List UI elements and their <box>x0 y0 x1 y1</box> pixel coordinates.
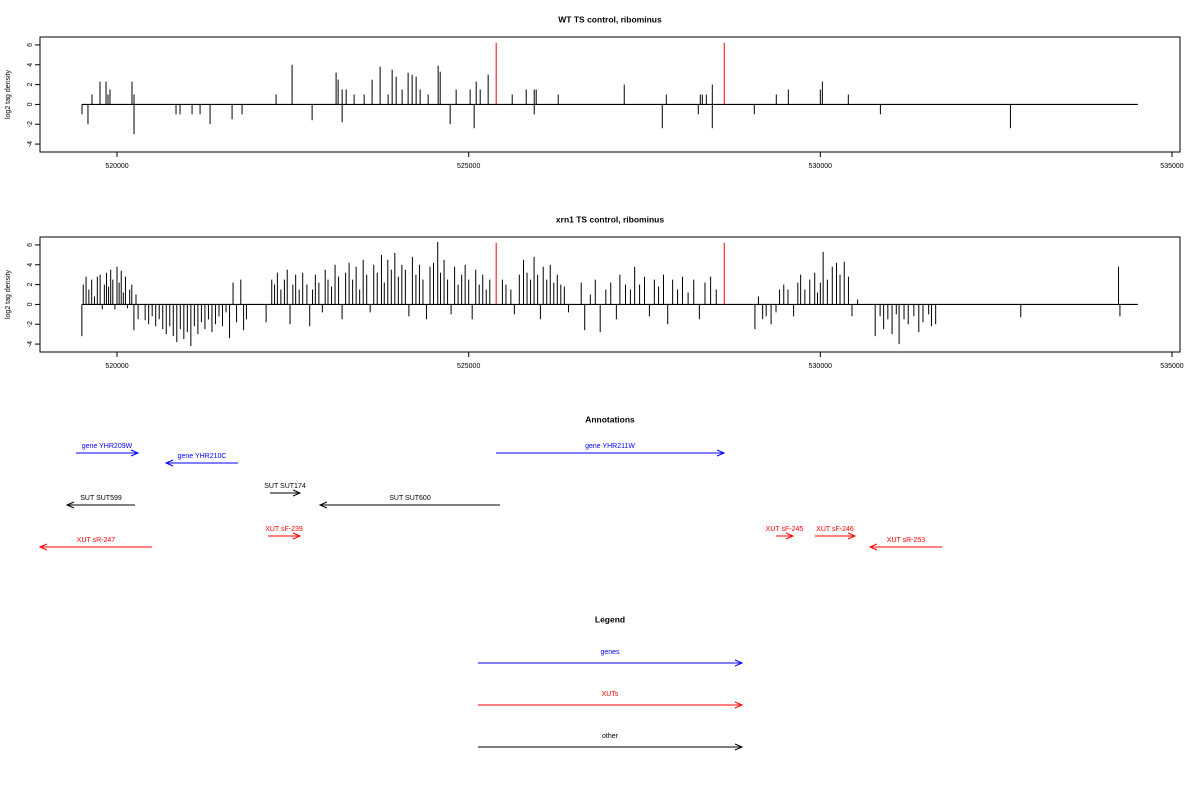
x-tick-label: 525000 <box>457 163 480 170</box>
y-tick-label: -2 <box>27 121 34 127</box>
y-tick-label: -4 <box>27 341 34 347</box>
plot-frame <box>39 36 1181 153</box>
legend-label: XUTs <box>602 691 619 698</box>
y-tick-label: -2 <box>27 321 34 327</box>
feature-arrow-head <box>716 449 726 457</box>
chart-title: WT TS control, ribominus <box>558 14 662 24</box>
feature-arrow-head <box>292 532 302 540</box>
feature-arrow-head <box>65 501 75 509</box>
chart-title: xrn1 TS control, ribominus <box>556 214 664 224</box>
feature-label: gene YHR210C <box>178 453 227 460</box>
x-tick-label: 520000 <box>105 163 128 170</box>
x-tick-label: 530000 <box>809 163 832 170</box>
y-tick-label: 4 <box>27 63 34 67</box>
feature-label: SUT SUT599 <box>80 495 122 502</box>
legend-arrow-head <box>734 743 744 751</box>
feature-arrow-head <box>785 532 795 540</box>
y-axis-label: log2 tag density <box>5 269 12 319</box>
legend-label: other <box>602 733 619 740</box>
x-tick-label: 535000 <box>1160 363 1183 370</box>
x-tick-label: 535000 <box>1160 163 1183 170</box>
feature-label: SUT SUT600 <box>389 495 431 502</box>
feature-arrow-head <box>318 501 328 509</box>
y-tick-label: -4 <box>27 141 34 147</box>
y-tick-label: 2 <box>27 83 34 87</box>
feature-arrow-head <box>38 543 48 551</box>
x-tick-label: 525000 <box>457 363 480 370</box>
feature-label: XUT sR-247 <box>77 537 115 544</box>
feature-label: XUT sF-245 <box>766 526 804 533</box>
x-tick-label: 520000 <box>105 363 128 370</box>
legend-arrow-head <box>734 659 744 667</box>
feature-arrow-head <box>847 532 857 540</box>
y-tick-label: 6 <box>27 43 34 47</box>
annotations-title: Annotations <box>585 414 635 424</box>
y-axis-label: log2 tag density <box>5 69 12 119</box>
feature-arrow-head <box>130 449 140 457</box>
y-tick-label: 2 <box>27 283 34 287</box>
feature-label: XUT sF-246 <box>816 526 854 533</box>
feature-label: SUT SUT174 <box>264 483 306 490</box>
legend-arrow-head <box>734 701 744 709</box>
plot-frame <box>39 236 1181 353</box>
feature-label: gene YHR209W <box>82 443 133 450</box>
feature-arrow-head <box>164 459 174 467</box>
feature-label: XUT sF-239 <box>265 526 303 533</box>
feature-label: XUT sR-253 <box>887 537 925 544</box>
y-tick-label: 4 <box>27 263 34 267</box>
feature-label: gene YHR211W <box>585 443 635 450</box>
y-tick-label: 0 <box>27 302 34 306</box>
y-tick-label: 6 <box>27 243 34 247</box>
y-tick-label: 0 <box>27 102 34 106</box>
legend-title: Legend <box>595 614 625 624</box>
feature-arrow-head <box>868 543 878 551</box>
feature-arrow-head <box>292 489 302 497</box>
legend-label: genes <box>600 649 620 656</box>
x-tick-label: 530000 <box>809 363 832 370</box>
